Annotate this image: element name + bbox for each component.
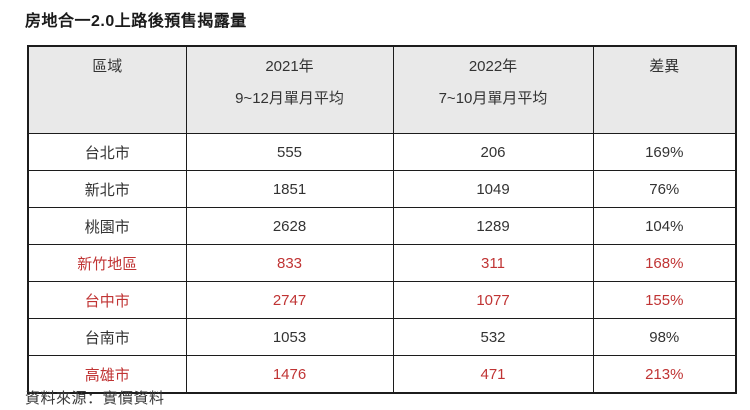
header-line2: 9~12月單月平均 [235, 90, 344, 107]
header-line2: 7~10月單月平均 [438, 90, 548, 107]
diff-cell: 98% [592, 318, 737, 356]
avg-2021-cell: 2628 [185, 207, 394, 245]
avg-2022-cell: 532 [392, 318, 594, 356]
diff-cell: 155% [592, 281, 737, 319]
header-cell-diff: 差異 [592, 45, 737, 134]
header-line1: 2022年 [468, 58, 518, 75]
region-cell: 台北市 [27, 133, 187, 171]
avg-2021-cell: 833 [185, 244, 394, 282]
table-row: 新北市 1851 1049 76% [27, 170, 737, 208]
avg-2022-cell: 1077 [392, 281, 594, 319]
table-row: 台北市 555 206 169% [27, 133, 737, 171]
presale-disclosure-table: 區域 2021年 9~12月單月平均 2022年 7~10月單月平均 差異 台北市 555 2… [27, 45, 737, 394]
avg-2021-cell: 555 [185, 133, 394, 171]
region-cell: 新北市 [27, 170, 187, 208]
avg-2022-cell: 311 [392, 244, 594, 282]
page-title: 房地合一2.0上路後預售揭露量 [25, 13, 247, 30]
table-row: 桃園市 2628 1289 104% [27, 207, 737, 245]
avg-2022-cell: 206 [392, 133, 594, 171]
header-cell-2021: 2021年 9~12月單月平均 [185, 45, 394, 134]
header-line1: 2021年 [265, 58, 314, 75]
table-header-row: 區域 2021年 9~12月單月平均 2022年 7~10月單月平均 差異 [27, 45, 737, 134]
region-cell: 桃園市 [27, 207, 187, 245]
region-cell: 新竹地區 [27, 244, 187, 282]
table-row: 台南市 1053 532 98% [27, 318, 737, 356]
avg-2022-cell: 1289 [392, 207, 594, 245]
region-cell: 台中市 [27, 281, 187, 319]
region-cell: 高雄市 [27, 355, 187, 394]
region-cell: 台南市 [27, 318, 187, 356]
diff-cell: 104% [592, 207, 737, 245]
avg-2021-cell: 1851 [185, 170, 394, 208]
diff-cell: 168% [592, 244, 737, 282]
table-row: 台中市 2747 1077 155% [27, 281, 737, 319]
avg-2021-cell: 2747 [185, 281, 394, 319]
header-cell-2022: 2022年 7~10月單月平均 [392, 45, 594, 134]
header-line1: 差異 [649, 58, 680, 75]
diff-cell: 169% [592, 133, 737, 171]
diff-cell: 213% [592, 355, 737, 394]
header-line1: 區域 [92, 58, 123, 75]
avg-2021-cell: 1476 [185, 355, 394, 394]
avg-2021-cell: 1053 [185, 318, 394, 356]
table-row: 高雄市 1476 471 213% [27, 355, 737, 394]
avg-2022-cell: 471 [392, 355, 594, 394]
avg-2022-cell: 1049 [392, 170, 594, 208]
table-row: 新竹地區 833 311 168% [27, 244, 737, 282]
header-cell-region: 區域 [27, 45, 187, 134]
source-note: 資料來源：實價資料 [25, 390, 165, 407]
diff-cell: 76% [592, 170, 737, 208]
